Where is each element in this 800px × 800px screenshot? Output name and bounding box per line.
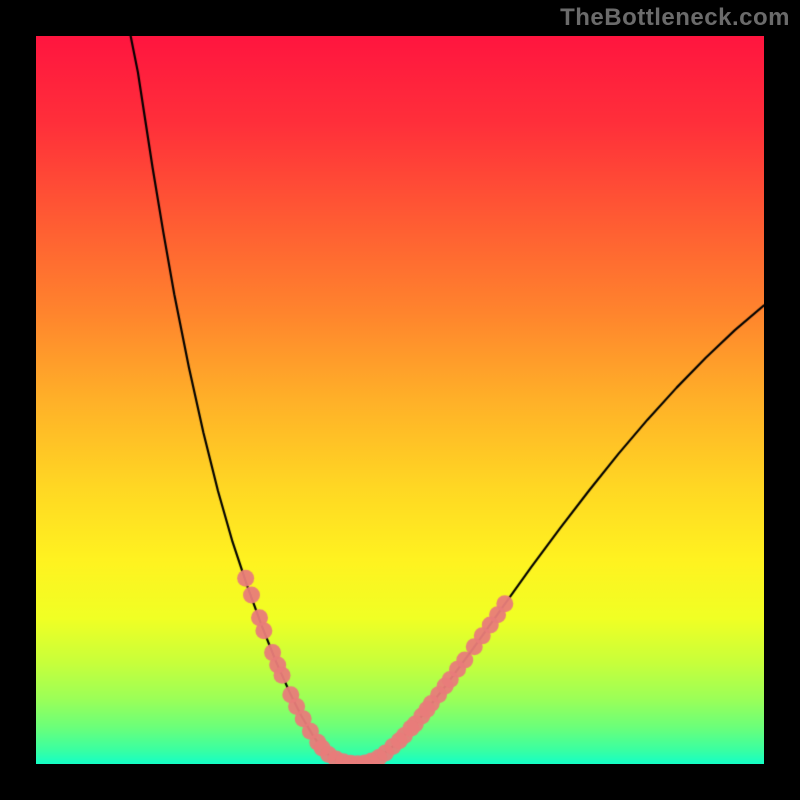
bottleneck-curve xyxy=(36,36,764,764)
chart-container: TheBottleneck.com xyxy=(0,0,800,800)
watermark-label: TheBottleneck.com xyxy=(560,4,790,32)
plot-area xyxy=(36,36,764,764)
